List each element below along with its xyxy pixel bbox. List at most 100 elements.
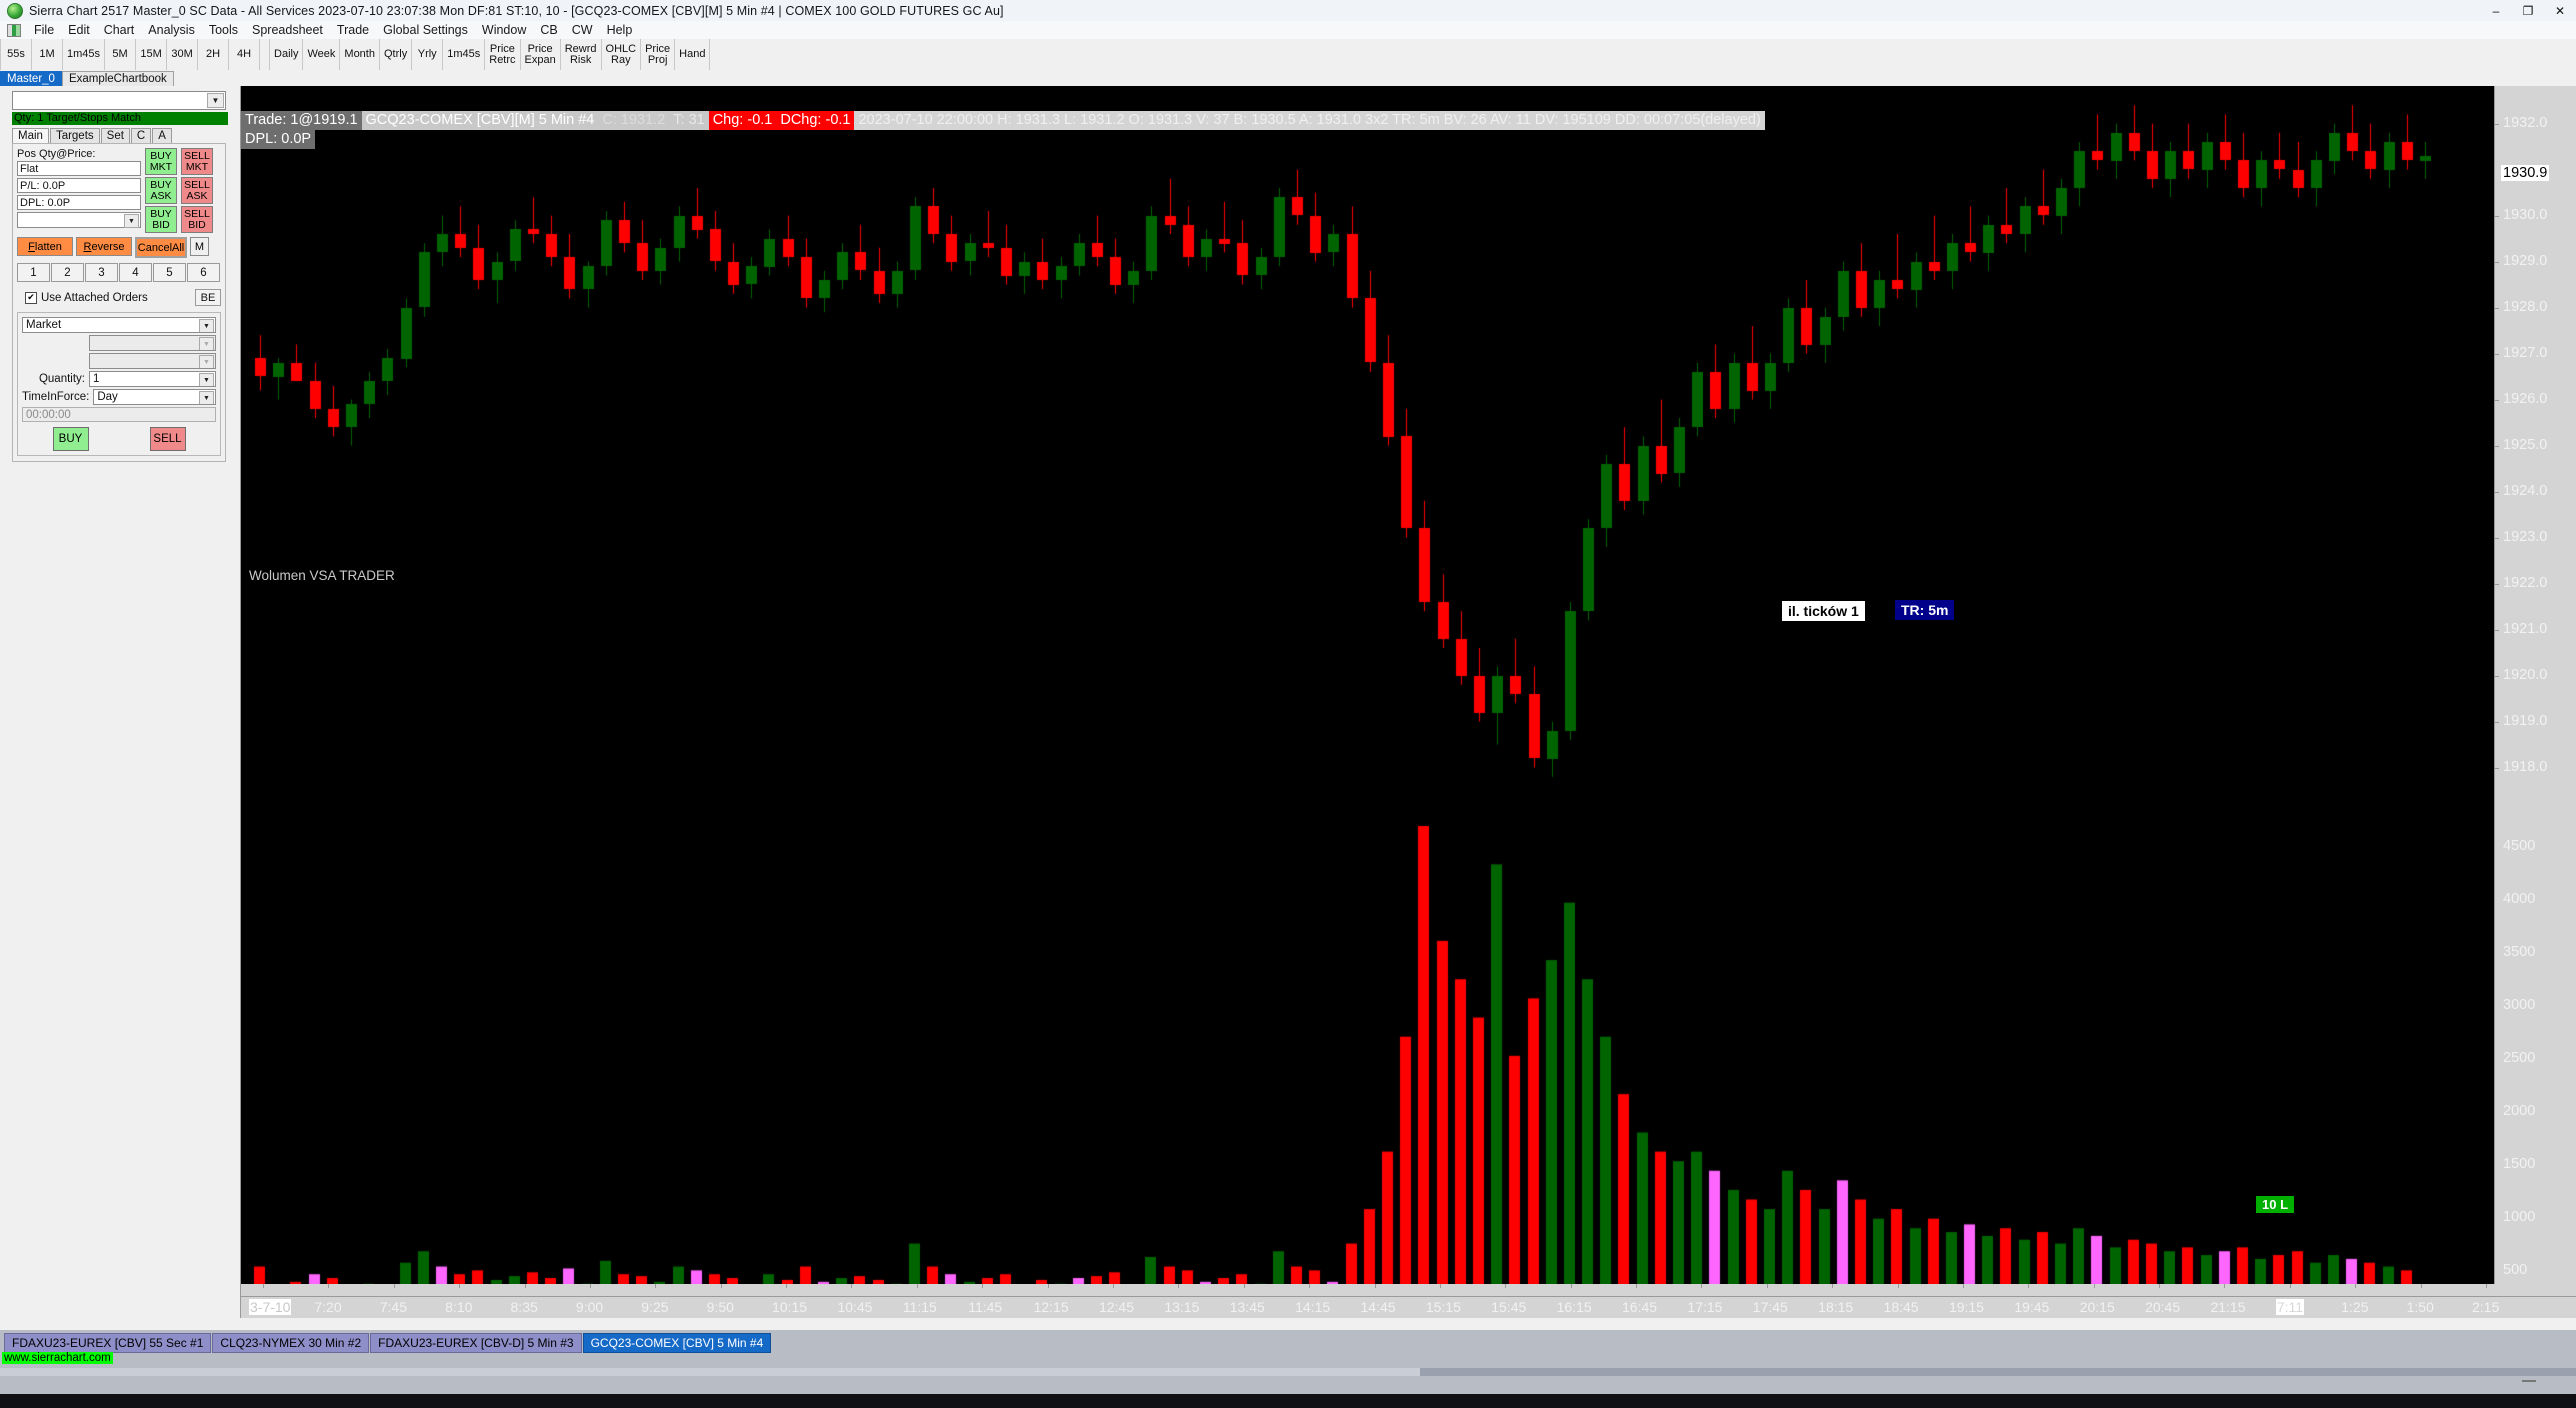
- trade-panel-tabs: Main Targets Set C A: [12, 128, 234, 143]
- cancel-all-button[interactable]: CancelAll: [135, 237, 187, 258]
- toolbar-button-1m45s[interactable]: 1m45s: [62, 39, 106, 70]
- order-type-combo[interactable]: Market ▼: [22, 317, 216, 333]
- qty-preset-2[interactable]: 2: [51, 263, 84, 282]
- resize-handle[interactable]: [2522, 1380, 2536, 1382]
- sell-mkt-button[interactable]: SELL MKT: [181, 148, 213, 175]
- toolbar-button-1m45s[interactable]: 1m45s: [442, 39, 486, 70]
- toolbar-button-5m[interactable]: 5M: [104, 39, 137, 70]
- toolbar-button-priceretrc[interactable]: Price Retrc: [484, 39, 521, 70]
- dpl-value-field[interactable]: DPL: 0.0P: [17, 195, 141, 210]
- time-tick-label: 19:45: [2014, 1299, 2050, 1315]
- menu-global-settings[interactable]: Global Settings: [383, 23, 468, 37]
- scrollbar-thumb[interactable]: [0, 1368, 1420, 1376]
- quantity-combo[interactable]: 1 ▼: [89, 371, 216, 387]
- qty-preset-5[interactable]: 5: [153, 263, 186, 282]
- menu-cb[interactable]: CB: [540, 23, 558, 37]
- toolbar-button-priceproj[interactable]: Price Proj: [640, 39, 676, 70]
- menu-trade[interactable]: Trade: [336, 23, 370, 37]
- chart-tab-3[interactable]: FDAXU23-EUREX [CBV-D] 5 Min #3: [370, 1333, 582, 1353]
- time-tick-label: 20:15: [2079, 1299, 2115, 1315]
- pos-value-field[interactable]: Flat: [17, 161, 141, 176]
- trade-tab-main[interactable]: Main: [12, 128, 49, 143]
- chartbook-tab-master_0[interactable]: Master_0: [0, 71, 62, 86]
- qty-preset-1[interactable]: 1: [17, 263, 50, 282]
- chartbook-tab-examplechartbook[interactable]: ExampleChartbook: [61, 71, 174, 86]
- trade-tab-c[interactable]: C: [130, 128, 152, 143]
- buy-ask-button[interactable]: BUY ASK: [145, 177, 177, 204]
- toolbar-button-ohlcray[interactable]: OHLC Ray: [600, 39, 642, 70]
- time-tick: [2486, 1284, 2487, 1288]
- toolbar-button-priceexpan[interactable]: Price Expan: [519, 39, 561, 70]
- price-plot[interactable]: Wolumen VSA TRADER il. ticków 1 TR: 5m: [241, 86, 2494, 1330]
- chart-area[interactable]: Wolumen VSA TRADER il. ticków 1 TR: 5m T…: [241, 86, 2576, 1330]
- qty-preset-4[interactable]: 4: [119, 263, 152, 282]
- chart-tab-1[interactable]: FDAXU23-EUREX [CBV] 55 Sec #1: [4, 1333, 212, 1353]
- toolbar-button-55s[interactable]: 55s: [0, 39, 32, 70]
- menu-edit[interactable]: Edit: [68, 23, 90, 37]
- toolbar-button-1m[interactable]: 1M: [31, 39, 63, 70]
- order-time-field[interactable]: 00:00:00: [22, 407, 216, 422]
- buy-button[interactable]: BUY: [52, 427, 89, 451]
- toolbar-button-4h[interactable]: 4H: [228, 39, 261, 70]
- sell-button[interactable]: SELL: [149, 427, 186, 451]
- horizontal-scrollbar[interactable]: [0, 1368, 2576, 1376]
- be-button[interactable]: BE: [195, 289, 221, 306]
- sell-ask-button[interactable]: SELL ASK: [181, 177, 213, 204]
- price-tick-label: 1923.0: [2503, 528, 2548, 545]
- use-attached-orders-checkbox[interactable]: ✔: [25, 291, 37, 304]
- menu-spreadsheet[interactable]: Spreadsheet: [252, 23, 323, 37]
- price-tick: [2495, 261, 2499, 263]
- trade-tab-set[interactable]: Set: [100, 128, 130, 143]
- close-button[interactable]: ✕: [2554, 3, 2566, 18]
- chartbook-tab-bar: Master_0 ExampleChartbook: [0, 70, 2576, 86]
- toolbar-button-week[interactable]: Week: [302, 39, 341, 70]
- time-in-force-combo[interactable]: Day ▼: [93, 389, 216, 405]
- toolbar-button-yrly[interactable]: Yrly: [411, 39, 444, 70]
- toolbar-button-qtrly[interactable]: Qtrly: [378, 39, 413, 70]
- menu-analysis[interactable]: Analysis: [148, 23, 195, 37]
- buy-button-column: BUY MKT BUY ASK BUY BID: [145, 148, 177, 233]
- time-tick-label: 14:15: [1295, 1299, 1331, 1315]
- pos-qty-price-label: Pos Qty@Price:: [17, 148, 96, 160]
- trade-tab-a[interactable]: A: [152, 128, 172, 143]
- time-axis-strip: [241, 1284, 2576, 1296]
- toolbar-button-15m[interactable]: 15M: [135, 39, 168, 70]
- sell-bid-button[interactable]: SELL BID: [181, 206, 213, 233]
- m-button[interactable]: M: [190, 237, 209, 256]
- sierrachart-link[interactable]: www.sierrachart.com: [2, 1352, 113, 1364]
- chart-tab-4[interactable]: GCQ23-COMEX [CBV] 5 Min #4: [582, 1333, 772, 1353]
- qty-preset-3[interactable]: 3: [85, 263, 118, 282]
- menu-chart[interactable]: Chart: [103, 23, 135, 37]
- price-axis[interactable]: 1932.0 1930.0 1929.0 1928.0 1927.0 1926.0 1925…: [2494, 86, 2576, 1330]
- toolbar-button-2h[interactable]: 2H: [197, 39, 230, 70]
- buy-mkt-button[interactable]: BUY MKT: [145, 148, 177, 175]
- toolbar-button-hand[interactable]: Hand: [674, 39, 711, 70]
- chart-tab-2[interactable]: CLQ23-NYMEX 30 Min #2: [212, 1333, 370, 1353]
- time-axis[interactable]: 3-7-10 7:20 7:45 8:10 8:35 9:00 9:25 9:50 10:15 1…: [241, 1296, 2576, 1319]
- order-option-2-combo[interactable]: ▼: [89, 353, 216, 369]
- menu-file[interactable]: File: [34, 23, 55, 37]
- symbol-combo[interactable]: ▼: [12, 91, 226, 110]
- quantity-label: Quantity:: [38, 373, 85, 385]
- use-attached-orders-row[interactable]: ✔ Use Attached Orders BE: [17, 289, 221, 306]
- order-extra-combo[interactable]: ▼: [17, 212, 141, 228]
- toolbar-button-month[interactable]: Month: [339, 39, 380, 70]
- buy-bid-button[interactable]: BUY BID: [145, 206, 177, 233]
- time-tick-label: 20:45: [2145, 1299, 2181, 1315]
- menu-cw[interactable]: CW: [571, 23, 593, 37]
- minimize-button[interactable]: –: [2492, 3, 2500, 18]
- toolbar-button-30m[interactable]: 30M: [166, 39, 199, 70]
- qty-preset-6[interactable]: 6: [187, 263, 220, 282]
- menu-tools[interactable]: Tools: [208, 23, 239, 37]
- trade-tab-targets[interactable]: Targets: [49, 128, 100, 143]
- maximize-button[interactable]: ❐: [2522, 3, 2534, 18]
- pl-value-field[interactable]: P/L: 0.0P: [17, 178, 141, 193]
- toolbar-button-rewrdrisk[interactable]: Rewrd Risk: [559, 39, 602, 70]
- order-option-1-combo[interactable]: ▼: [89, 335, 216, 351]
- menu-window[interactable]: Window: [481, 23, 527, 37]
- toolbar-button-daily[interactable]: Daily: [269, 39, 304, 70]
- menu-help[interactable]: Help: [606, 23, 633, 37]
